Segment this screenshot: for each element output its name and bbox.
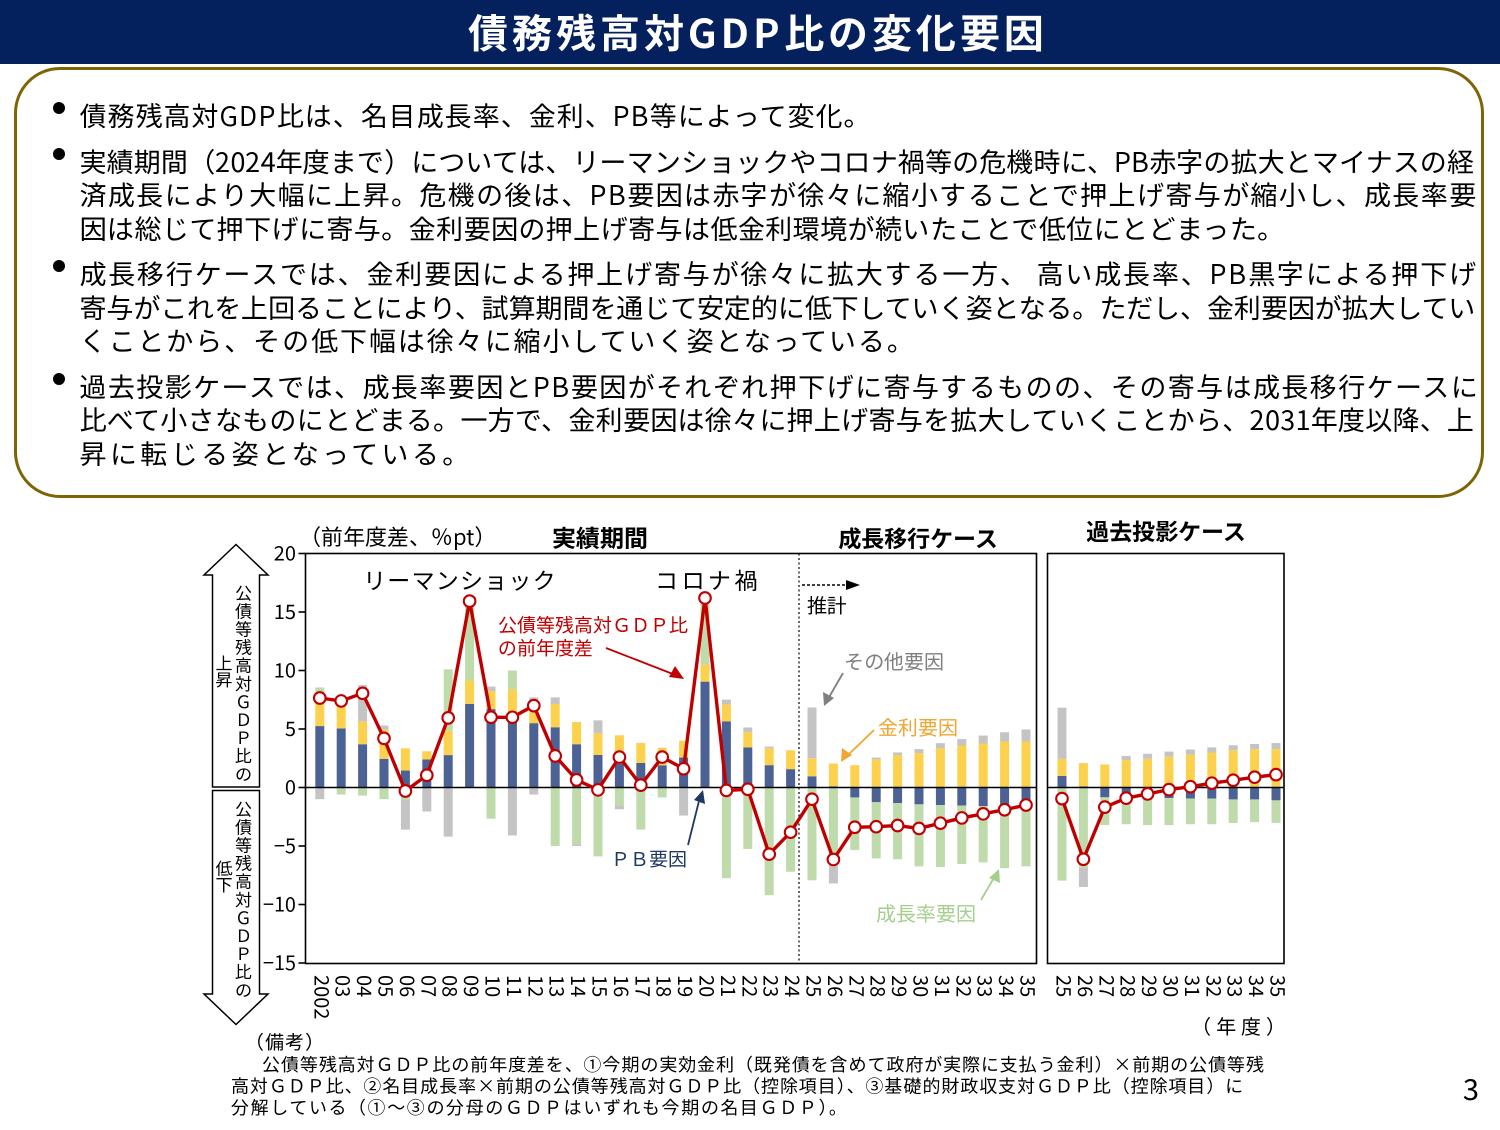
svg-text:推計: 推計 [807,590,847,619]
svg-text:Ｄ: Ｄ [235,922,252,947]
svg-text:Ｐ: Ｐ [235,940,252,965]
svg-text:20: 20 [274,538,296,567]
svg-text:リーマンショック: リーマンショック [363,562,557,596]
svg-text:16: 16 [608,975,637,997]
svg-text:29: 29 [1136,975,1165,997]
svg-text:28: 28 [865,975,894,997]
svg-text:5: 5 [285,713,296,742]
svg-text:Ｇ: Ｇ [235,904,252,929]
svg-text:35: 35 [1015,975,1044,997]
svg-text:34: 34 [1243,975,1272,997]
svg-text:低: 低 [216,854,233,879]
svg-text:30: 30 [1158,975,1187,997]
svg-text:（前年度差、％pt）: （前年度差、％pt） [299,520,496,552]
svg-text:28: 28 [1115,975,1144,997]
svg-text:−15: −15 [263,947,296,976]
svg-text:33: 33 [972,975,1001,997]
svg-text:の前年度差: の前年度差 [498,634,593,661]
svg-text:26: 26 [1072,975,1101,997]
svg-text:2002: 2002 [308,975,337,1019]
svg-text:その他要因: その他要因 [844,646,944,675]
svg-text:Ｄ: Ｄ [235,706,252,731]
svg-text:10: 10 [480,975,509,997]
svg-text:−10: −10 [263,889,296,918]
svg-text:18: 18 [651,975,680,997]
svg-text:高対ＧＤＰ比、②名目成長率×前期の公債等残高対ＧＤＰ比（控除: 高対ＧＤＰ比、②名目成長率×前期の公債等残高対ＧＤＰ比（控除項目）、③基礎的財政… [231,1073,1244,1099]
svg-text:09: 09 [458,975,487,997]
svg-text:等: 等 [235,831,252,856]
svg-text:04: 04 [351,975,380,997]
svg-text:03: 03 [330,975,359,997]
svg-text:25: 25 [1051,975,1080,997]
svg-text:債: 債 [235,813,252,838]
svg-text:27: 27 [1093,975,1122,997]
svg-text:26: 26 [822,975,851,997]
svg-text:残: 残 [235,634,252,659]
svg-text:（年度）: （年度） [1191,1011,1291,1040]
svg-text:下: 下 [216,871,233,896]
svg-text:の: の [235,760,252,785]
svg-text:公債等残高対ＧＤＰ比: 公債等残高対ＧＤＰ比 [498,611,688,638]
svg-text:21: 21 [715,975,744,997]
svg-text:24: 24 [779,975,808,997]
svg-text:対: 対 [235,886,252,911]
svg-text:成長率要因: 成長率要因 [876,898,976,927]
svg-text:−5: −5 [274,830,296,859]
svg-text:30: 30 [908,975,937,997]
svg-text:14: 14 [565,975,594,997]
svg-text:32: 32 [950,975,979,997]
svg-text:23: 23 [758,975,787,997]
svg-text:31: 31 [929,975,958,997]
svg-text:高: 高 [235,652,252,677]
svg-text:の: の [235,976,252,1001]
svg-text:上: 上 [216,649,233,674]
svg-text:07: 07 [415,975,444,997]
svg-text:15: 15 [587,975,616,997]
svg-text:昇: 昇 [216,666,233,691]
svg-text:27: 27 [843,975,872,997]
svg-text:公債等残高対ＧＤＰ比の前年度差を、①今期の実効金利（既発債を: 公債等残高対ＧＤＰ比の前年度差を、①今期の実効金利（既発債を含めて政府が実際に支… [262,1051,1265,1077]
svg-text:Ｐ: Ｐ [235,724,252,749]
svg-text:金利要因: 金利要因 [878,712,958,741]
svg-text:29: 29 [886,975,915,997]
svg-text:11: 11 [501,975,530,997]
svg-text:3: 3 [1463,1067,1479,1109]
svg-text:15: 15 [274,596,296,625]
svg-text:債: 債 [235,597,252,622]
svg-text:（備考）: （備考） [245,1028,325,1055]
svg-text:10: 10 [274,655,296,684]
svg-text:等: 等 [235,615,252,640]
svg-text:17: 17 [629,975,658,997]
svg-text:成長移行ケース: 成長移行ケース [838,520,998,554]
svg-text:19: 19 [672,975,701,997]
svg-text:Ｇ: Ｇ [235,688,252,713]
svg-text:13: 13 [544,975,573,997]
svg-text:分解している（①～③の分母のＧＤＰはいずれも今期の名目ＧＤＰ: 分解している（①～③の分母のＧＤＰはいずれも今期の名目ＧＤＰ）。 [231,1094,849,1120]
svg-text:35: 35 [1265,975,1294,997]
svg-text:対: 対 [235,670,252,695]
svg-text:05: 05 [373,975,402,997]
svg-text:過去投影ケース: 過去投影ケース [1086,513,1246,547]
svg-text:34: 34 [993,975,1022,997]
svg-text:比: 比 [235,958,252,983]
svg-text:12: 12 [522,975,551,997]
svg-text:20: 20 [694,975,723,997]
svg-text:32: 32 [1200,975,1229,997]
svg-text:25: 25 [801,975,830,997]
svg-text:公: 公 [235,579,252,604]
svg-text:コロナ禍: コロナ禍 [655,562,761,596]
svg-text:31: 31 [1179,975,1208,997]
svg-text:33: 33 [1222,975,1251,997]
svg-text:残: 残 [235,850,252,875]
svg-text:公: 公 [235,795,252,820]
svg-text:08: 08 [437,975,466,997]
svg-text:高: 高 [235,868,252,893]
svg-text:実績期間: 実績期間 [552,519,648,554]
svg-text:22: 22 [736,975,765,997]
svg-text:ＰＢ要因: ＰＢ要因 [611,845,687,872]
svg-text:比: 比 [235,742,252,767]
svg-text:0: 0 [285,772,296,801]
svg-text:06: 06 [394,975,423,997]
